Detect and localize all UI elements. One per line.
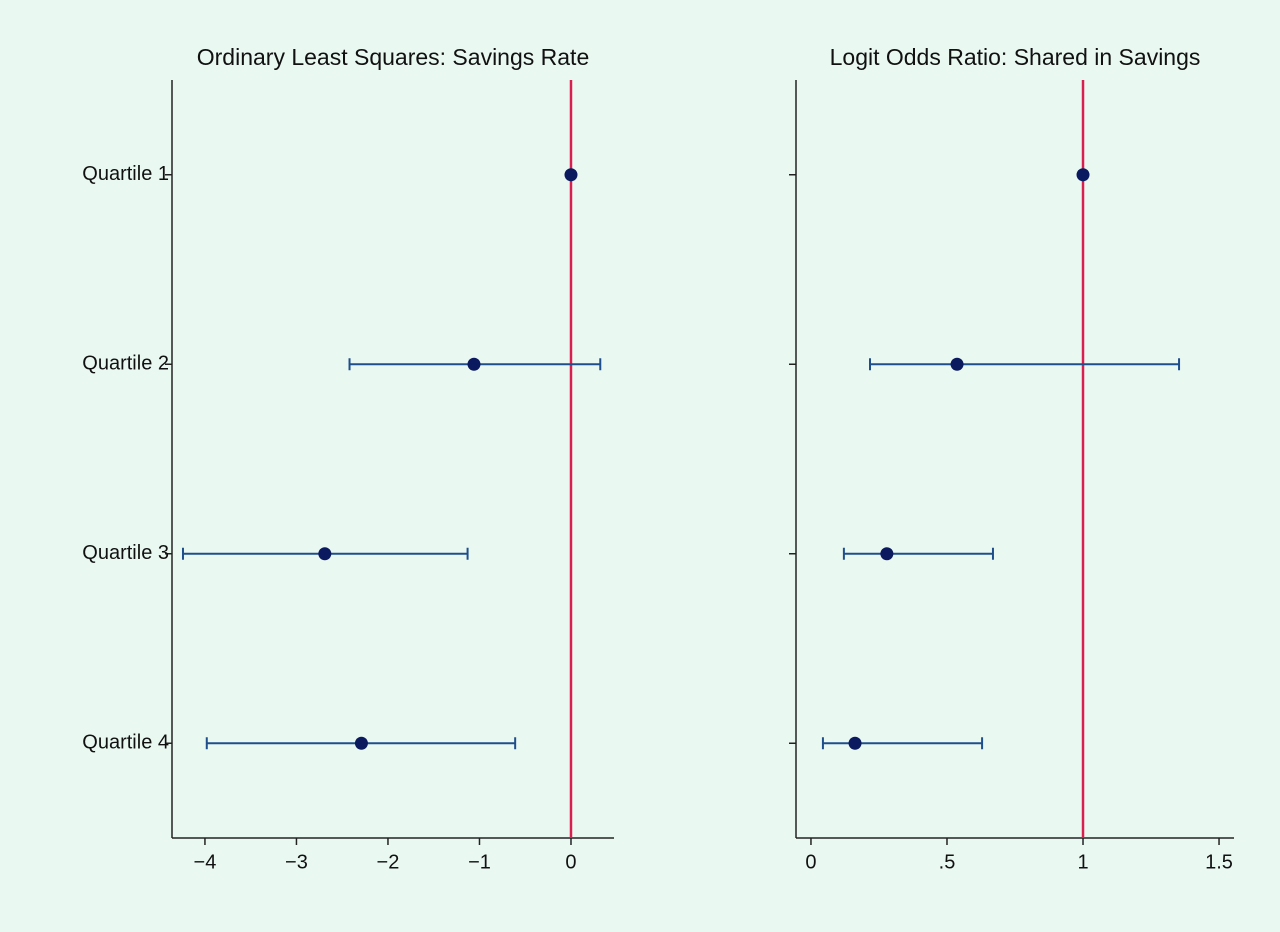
chart-title: Logit Odds Ratio: Shared in Savings bbox=[830, 44, 1201, 70]
point-estimate bbox=[848, 736, 862, 750]
point-estimate bbox=[354, 736, 368, 750]
point-estimate bbox=[880, 547, 894, 561]
x-tick-label: 1 bbox=[1077, 851, 1088, 873]
point-estimate bbox=[564, 168, 578, 182]
y-tick-label: Quartile 3 bbox=[82, 542, 169, 564]
x-tick-label: −4 bbox=[194, 851, 217, 873]
x-tick-label: 0 bbox=[565, 851, 576, 873]
y-tick-label: Quartile 4 bbox=[82, 732, 169, 754]
y-tick-label: Quartile 1 bbox=[82, 163, 169, 185]
x-tick-label: −3 bbox=[285, 851, 308, 873]
point-estimate bbox=[950, 357, 964, 371]
point-estimate bbox=[318, 547, 332, 561]
x-tick-label: .5 bbox=[939, 851, 956, 873]
chart-title: Ordinary Least Squares: Savings Rate bbox=[197, 44, 589, 70]
x-tick-label: 1.5 bbox=[1205, 851, 1233, 873]
x-tick-label: 0 bbox=[805, 851, 816, 873]
x-tick-label: −1 bbox=[468, 851, 491, 873]
point-estimate bbox=[467, 357, 481, 371]
y-tick-label: Quartile 2 bbox=[82, 353, 169, 375]
point-estimate bbox=[1076, 168, 1090, 182]
x-tick-label: −2 bbox=[377, 851, 400, 873]
